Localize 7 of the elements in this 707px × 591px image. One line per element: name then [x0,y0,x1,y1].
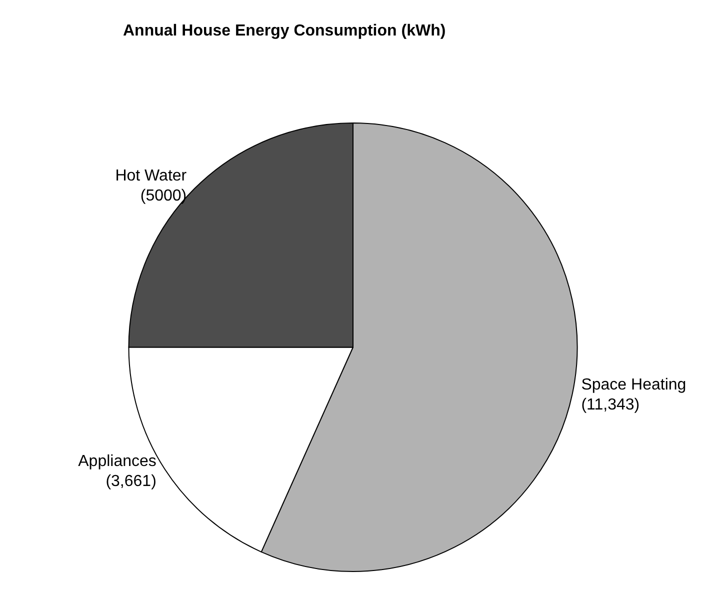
slice-label: Space Heating [581,376,686,394]
data-label: (3,661) [106,472,156,490]
data-label: (11,343) [581,396,640,414]
chart-title: Annual House Energy Consumption (kWh) [123,22,446,40]
slice-label: Hot Water [115,167,188,184]
data-label: (5000) [140,187,187,204]
slice-label: Appliances [78,452,156,470]
